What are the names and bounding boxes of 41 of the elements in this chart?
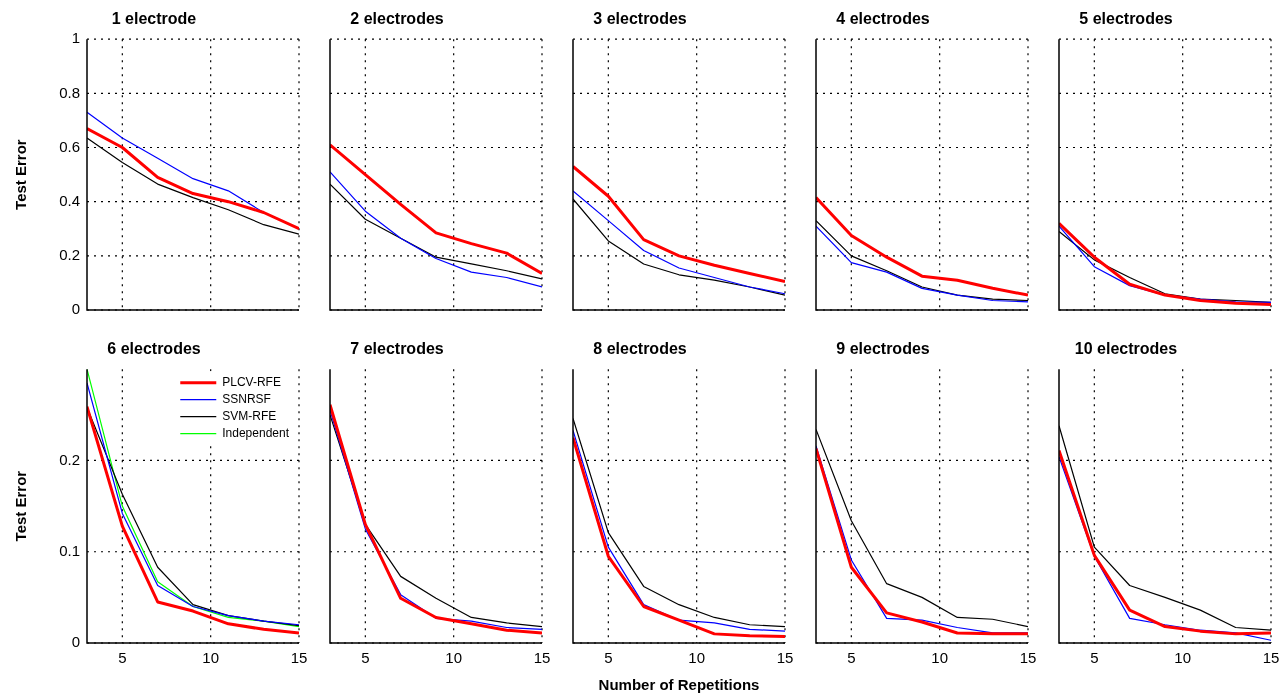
y-tick-label: 1 xyxy=(71,29,80,47)
x-tick-label: 15 xyxy=(533,649,551,667)
x-tick-label: 10 xyxy=(1174,649,1192,667)
chart-title: 2 electrodes xyxy=(350,10,444,28)
legend-label: SSNRSF xyxy=(222,392,271,407)
x-tick-label: 10 xyxy=(688,649,706,667)
y-tick-label: 0.2 xyxy=(59,245,80,263)
legend-label: Independent xyxy=(222,426,290,441)
y-tick-label: 0 xyxy=(71,633,80,651)
x-tick-label: 10 xyxy=(202,649,220,667)
y-tick-label: 0.1 xyxy=(59,541,80,559)
y-tick-label: 0.2 xyxy=(59,450,80,468)
x-axis-title: Number of Repetitions xyxy=(598,676,760,694)
chart-title: 4 electrodes xyxy=(836,10,930,28)
y-axis-title: Test Error xyxy=(12,470,30,542)
chart-title: 3 electrodes xyxy=(593,10,687,28)
chart-title: 6 electrodes xyxy=(107,340,201,358)
x-tick-label: 15 xyxy=(290,649,308,667)
chart-title: 10 electrodes xyxy=(1074,340,1178,358)
legend-label: PLCV-RFE xyxy=(222,375,281,390)
x-tick-label: 15 xyxy=(1262,649,1280,667)
x-tick-label: 5 xyxy=(604,649,613,667)
x-tick-label: 5 xyxy=(1090,649,1099,667)
x-tick-label: 15 xyxy=(1019,649,1037,667)
y-axis-title: Test Error xyxy=(12,139,30,210)
legend-label: SVM-RFE xyxy=(222,409,277,424)
chart-title: 5 electrodes xyxy=(1079,10,1173,28)
y-tick-label: 0.8 xyxy=(59,83,80,101)
chart-title: 7 electrodes xyxy=(350,340,444,358)
x-tick-label: 10 xyxy=(445,649,463,667)
chart-title: 1 electrode xyxy=(111,10,197,28)
x-tick-label: 5 xyxy=(847,649,856,667)
x-tick-label: 15 xyxy=(776,649,794,667)
x-tick-label: 5 xyxy=(118,649,127,667)
x-tick-label: 5 xyxy=(361,649,370,667)
chart-title: 8 electrodes xyxy=(593,340,687,358)
chart-title: 9 electrodes xyxy=(836,340,930,358)
y-tick-label: 0 xyxy=(71,300,80,318)
x-tick-label: 10 xyxy=(931,649,949,667)
y-tick-label: 0.6 xyxy=(59,137,80,155)
y-tick-label: 0.4 xyxy=(59,191,80,209)
